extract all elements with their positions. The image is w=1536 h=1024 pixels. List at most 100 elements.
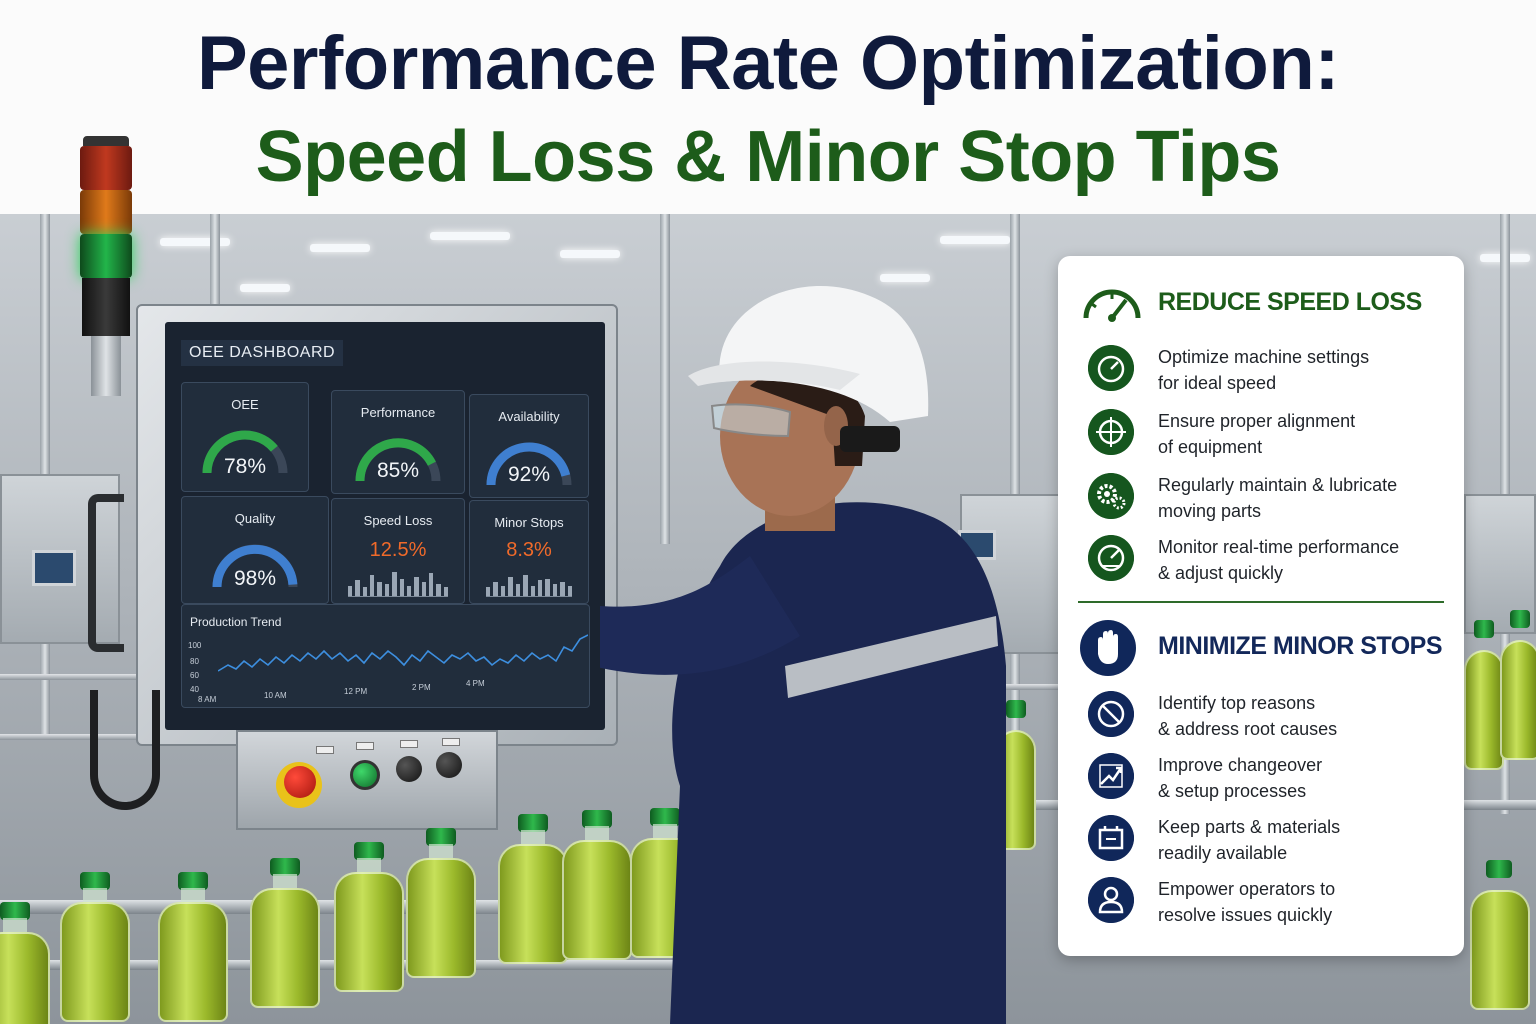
page-title: Performance Rate Optimization:	[196, 21, 1340, 106]
tile-performance[interactable]: Performance 85%	[331, 390, 465, 494]
tip-text: Ensure proper alignment of equipment	[1158, 411, 1356, 457]
speedometer-icon	[1083, 289, 1141, 322]
bottle	[1464, 620, 1504, 770]
alignment-icon	[1088, 409, 1134, 455]
speed-dial-icon	[1088, 345, 1134, 391]
mini-bar	[421, 582, 426, 596]
tile-production-trend[interactable]: Production Trend 100 80 60 40 8 AM 10 AM…	[181, 604, 590, 708]
x-tick: 4 PM	[466, 679, 485, 688]
mini-bar	[362, 587, 368, 596]
mini-bar	[523, 575, 528, 596]
steel-pillar	[1010, 214, 1020, 734]
speed-loss-bars	[348, 561, 449, 597]
worker-figure	[600, 285, 1006, 1024]
bottle	[158, 872, 228, 1022]
stack-light	[78, 136, 134, 396]
button-label-plate	[316, 746, 334, 754]
bottle	[0, 902, 50, 1024]
mini-bar	[399, 578, 404, 596]
steel-pillar	[660, 214, 670, 544]
y-tick: 40	[190, 685, 199, 694]
mini-bar	[515, 583, 521, 596]
oee-gauge	[202, 430, 288, 474]
bottle	[334, 842, 404, 992]
emergency-stop-button[interactable]	[284, 766, 316, 798]
gauge-fill	[355, 438, 436, 482]
parts-bin-icon	[1088, 815, 1134, 861]
stack-light-red	[80, 146, 132, 190]
mini-bar	[567, 585, 573, 596]
tile-availability[interactable]: Availability 92%	[469, 394, 589, 498]
stop-hand-icon	[1080, 620, 1136, 676]
tile-quality[interactable]: Quality 98%	[181, 496, 329, 604]
tile-oee[interactable]: OEE 78%	[181, 382, 309, 492]
tip-root-causes: Identify top reasons & address root cause…	[1088, 690, 1448, 746]
bottle	[1500, 610, 1536, 760]
performance-gauge	[355, 438, 441, 482]
mini-bar	[508, 576, 513, 596]
gears-icon	[1088, 473, 1134, 519]
mini-bar	[392, 571, 397, 596]
mini-bar	[384, 583, 390, 596]
control-panel	[236, 730, 498, 830]
trend-label: Production Trend	[190, 615, 282, 629]
bottle	[498, 814, 568, 964]
tip-text: Regularly maintain & lubricate moving par…	[1158, 475, 1398, 521]
tip-text: Optimize machine settings for ideal speed	[1158, 347, 1370, 393]
mini-bar	[530, 585, 535, 596]
y-tick: 60	[190, 671, 199, 680]
monitor-handle	[88, 494, 124, 652]
mini-bar	[552, 583, 558, 596]
tip-empower-operators: Empower operators to resolve issues quick…	[1088, 876, 1448, 932]
tile-value: 85%	[376, 459, 420, 482]
tile-label: Availability	[498, 409, 560, 424]
y-tick: 100	[188, 641, 202, 650]
x-tick: 12 PM	[344, 687, 368, 696]
mini-bar	[414, 576, 419, 596]
bottle	[1470, 860, 1530, 1010]
tile-value: 92%	[507, 463, 551, 486]
selector-knob[interactable]	[436, 752, 462, 778]
tip-parts-available: Keep parts & materials readily available	[1088, 814, 1448, 870]
ceiling-light	[160, 238, 230, 246]
mini-bar	[493, 582, 498, 596]
title-banner: Performance Rate Optimization: Speed Los…	[0, 0, 1536, 214]
trend-line	[218, 634, 588, 672]
mini-bar	[500, 585, 506, 596]
start-button[interactable]	[350, 760, 380, 790]
tile-label: Speed Loss	[363, 513, 433, 528]
tile-value: 8.3%	[506, 539, 552, 561]
mini-bar	[348, 585, 353, 596]
mini-bar	[560, 582, 565, 596]
button-label-plate	[442, 738, 460, 746]
minor-stops-bars	[486, 561, 573, 597]
bottle	[250, 858, 320, 1008]
minimize-minor-stops-heading: MINIMIZE MINOR STOPS	[1158, 632, 1443, 660]
ceiling-light	[940, 236, 1010, 244]
oee-dashboard-screen[interactable]: OEE DASHBOARD OEE 78% Performance 85% Av…	[165, 322, 605, 730]
tile-speed-loss[interactable]: Speed Loss 12.5%	[331, 498, 465, 604]
stack-light-orange	[80, 190, 132, 234]
tip-text: Monitor real-time performance & adjust qu…	[1158, 537, 1400, 583]
tile-label: Performance	[360, 405, 436, 420]
tip-text: Keep parts & materials readily available	[1158, 817, 1341, 863]
selector-knob[interactable]	[396, 756, 422, 782]
rail	[0, 674, 140, 680]
y-tick: 80	[190, 657, 199, 666]
ceiling-light	[240, 284, 290, 292]
mini-bar	[377, 582, 382, 596]
tile-minor-stops[interactable]: Minor Stops 8.3%	[469, 500, 589, 604]
ceiling-light	[880, 274, 930, 282]
tip-alignment: Ensure proper alignment of equipment	[1088, 408, 1448, 464]
tile-label: OEE	[231, 397, 259, 412]
mini-bar	[443, 587, 449, 596]
tile-label: Quality	[234, 511, 276, 526]
tip-text: Improve changeover & setup processes	[1158, 755, 1323, 801]
tips-panel: REDUCE SPEED LOSS Optimize machine setti…	[1058, 256, 1464, 956]
ceiling-light	[310, 244, 370, 252]
tip-monitor-performance: Monitor real-time performance & adjust qu…	[1088, 534, 1448, 590]
button-label-plate	[400, 740, 418, 748]
rail	[0, 734, 140, 740]
tile-value: 98%	[233, 567, 277, 590]
tile-value: 12.5%	[369, 539, 427, 561]
